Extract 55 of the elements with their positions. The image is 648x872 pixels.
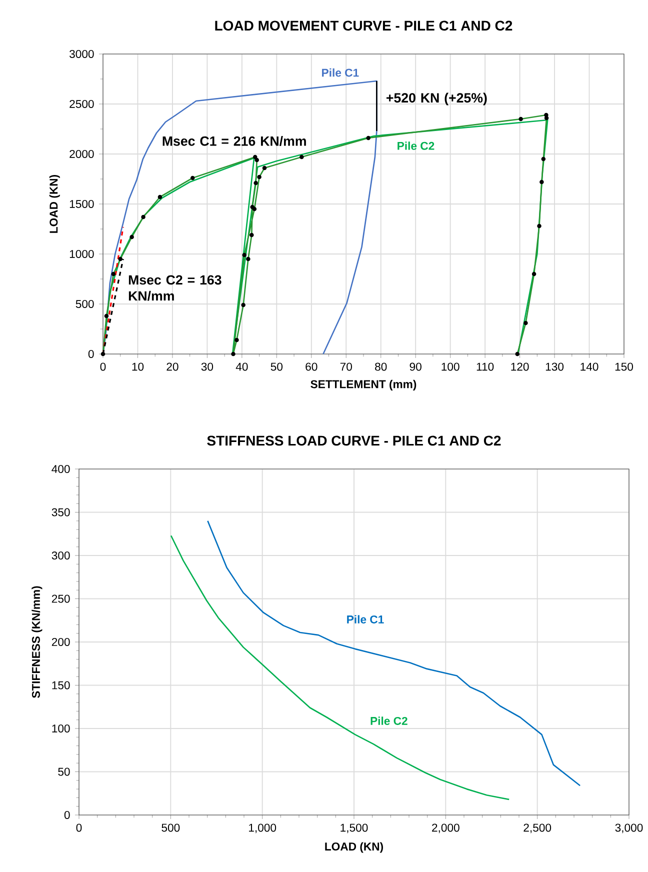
- x-tick-label: 150: [615, 362, 633, 371]
- y-tick-label: 2500: [70, 100, 94, 108]
- series-label: Pile C2: [370, 716, 408, 725]
- x-tick-label: 100: [442, 362, 460, 371]
- line-series: [170, 534, 510, 800]
- series-label: Pile C1: [347, 615, 384, 624]
- series-label: Pile C2: [398, 142, 434, 150]
- y-tick-label: 1000: [70, 250, 94, 258]
- x-tick-label: 40: [236, 362, 248, 371]
- y-tick-label: 100: [52, 724, 70, 733]
- x-axis-title: SETTLEMENT (mm): [310, 380, 416, 390]
- y-axis-title: STIFFNESS (KN/mm): [32, 586, 42, 698]
- annotation: Msec C1 = 216 KN/mm: [162, 136, 306, 146]
- chart-title: LOAD MOVEMENT CURVE - PILE C1 AND C2: [215, 20, 512, 31]
- y-axis-title: LOAD (KN): [49, 175, 60, 233]
- y-tick-label: 500: [76, 300, 94, 308]
- x-tick-label: 3,000: [615, 824, 643, 834]
- x-tick-label: 500: [162, 824, 180, 832]
- y-tick-label: 150: [52, 681, 70, 690]
- line-series: [207, 520, 581, 786]
- y-tick-label: 200: [52, 638, 70, 646]
- x-tick-label: 70: [340, 362, 352, 371]
- y-tick-label: 400: [52, 465, 70, 474]
- series-label: Pile C1: [322, 68, 359, 77]
- y-tick-label: 2000: [70, 150, 94, 158]
- x-tick-label: 2,500: [524, 824, 552, 834]
- x-tick-label: 60: [306, 362, 318, 371]
- y-tick-label: 0: [88, 350, 94, 358]
- y-tick-label: 3000: [70, 50, 94, 58]
- x-tick-label: 50: [270, 362, 283, 371]
- x-tick-label: 1,500: [340, 824, 368, 834]
- annotation: +520 KN (+25%): [386, 92, 487, 106]
- y-tick-label: 250: [52, 594, 70, 603]
- y-tick-label: 300: [52, 551, 70, 560]
- x-tick-label: 120: [511, 362, 529, 371]
- x-tick-label: 10: [132, 362, 144, 371]
- x-tick-label: 2,000: [432, 824, 460, 834]
- x-axis-title: LOAD (KN): [325, 842, 383, 853]
- x-tick-label: 0: [100, 362, 106, 371]
- line-series: [102, 80, 378, 355]
- y-tick-label: 0: [64, 810, 70, 820]
- chart-title: STIFFNESS LOAD CURVE - PILE C1 AND C2: [207, 436, 501, 446]
- point: [100, 352, 106, 356]
- annotation: Msec C2 = 163 KN/mm: [128, 275, 222, 301]
- x-tick-label: 20: [166, 362, 178, 371]
- x-tick-label: 30: [201, 362, 214, 371]
- x-tick-label: 80: [375, 362, 387, 371]
- x-tick-label: 130: [546, 362, 564, 371]
- x-tick-label: 110: [476, 362, 494, 371]
- x-tick-label: 140: [580, 362, 598, 371]
- y-tick-label: 350: [52, 508, 70, 516]
- y-tick-label: 1500: [70, 200, 94, 208]
- y-tick-label: 50: [58, 768, 70, 776]
- x-tick-label: 1,000: [249, 824, 276, 834]
- x-tick-label: 90: [410, 362, 422, 371]
